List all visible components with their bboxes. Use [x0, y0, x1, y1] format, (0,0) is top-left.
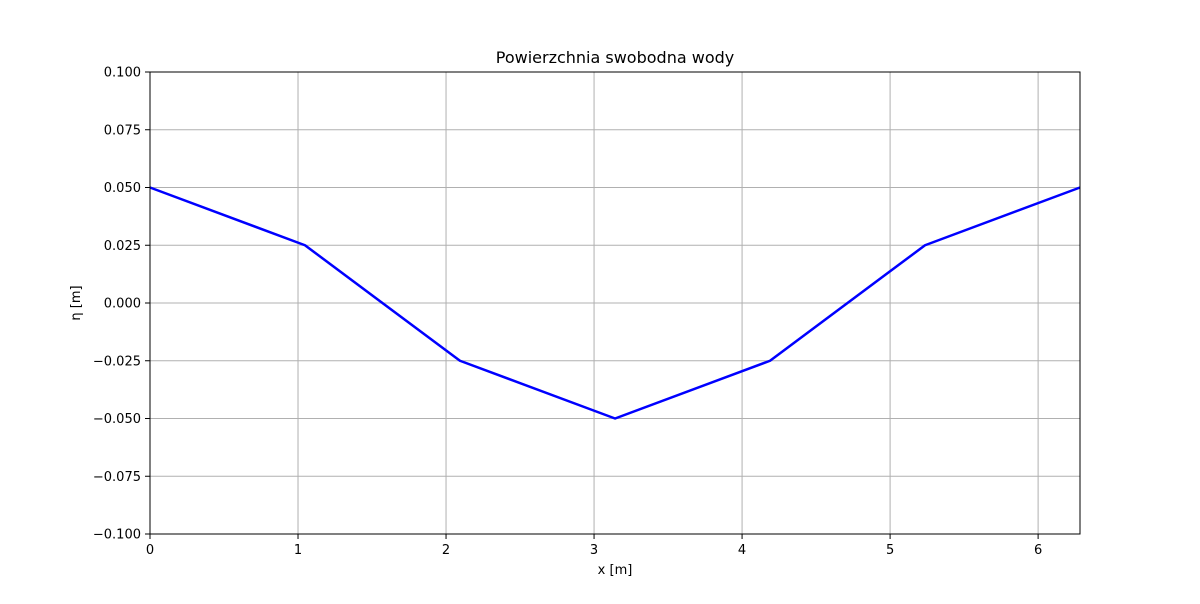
- grid: [149, 71, 1080, 535]
- chart-title: Powierzchnia swobodna wody: [496, 48, 734, 67]
- x-tick-label: 3: [590, 543, 598, 558]
- series-layer: [149, 186, 1081, 420]
- y-tick-label: −0.100: [93, 528, 141, 543]
- y-tick-label: 0.100: [104, 66, 141, 81]
- y-tick-label: 0.000: [104, 297, 141, 312]
- x-tick-label: 1: [294, 543, 302, 558]
- x-tick-label: 6: [1034, 543, 1042, 558]
- series-line: [149, 186, 1081, 420]
- y-tick-label: −0.050: [93, 412, 141, 427]
- x-tick-label: 0: [146, 543, 154, 558]
- y-tick-label: 0.075: [104, 123, 141, 138]
- x-tick-label: 5: [886, 543, 894, 558]
- x-tick-label: 4: [738, 543, 746, 558]
- y-ticks: −0.100 −0.075 −0.050 −0.025 0.000 0.025 0.050 0…: [93, 66, 150, 543]
- y-axis-label: η [m]: [69, 285, 84, 320]
- x-axis-label: x [m]: [598, 563, 633, 578]
- y-tick-label: −0.025: [93, 354, 141, 369]
- y-tick-label: −0.075: [93, 470, 141, 485]
- y-tick-label: 0.050: [104, 181, 141, 196]
- y-tick-label: 0.025: [104, 239, 141, 254]
- x-ticks: 0 1 2 3 4 5 6: [146, 534, 1042, 558]
- x-tick-label: 2: [442, 543, 450, 558]
